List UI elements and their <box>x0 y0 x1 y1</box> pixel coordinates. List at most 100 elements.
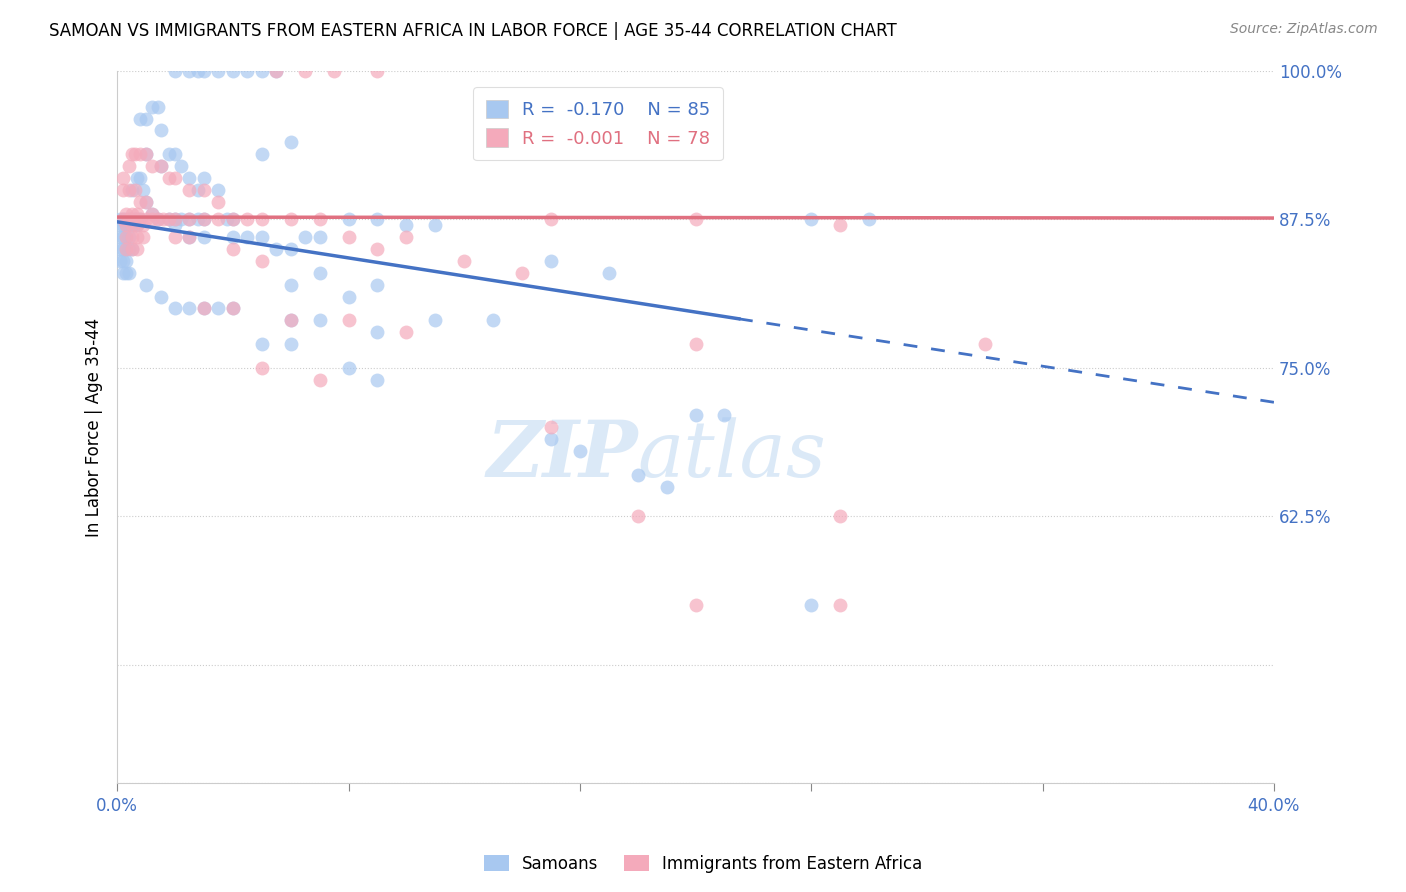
Point <box>149 159 172 173</box>
Point <box>800 212 823 227</box>
Point <box>830 509 852 524</box>
Point <box>111 212 134 227</box>
Point <box>127 242 149 256</box>
Point <box>187 183 209 197</box>
Point <box>598 266 620 280</box>
Point <box>121 206 143 220</box>
Point <box>207 64 229 78</box>
Point <box>118 242 141 256</box>
Point <box>135 147 157 161</box>
Point <box>236 212 259 227</box>
Point <box>222 212 245 227</box>
Point <box>146 212 169 227</box>
Point <box>280 337 302 351</box>
Point <box>118 266 141 280</box>
Point <box>540 254 562 268</box>
Point <box>108 242 131 256</box>
Point <box>627 467 650 482</box>
Point <box>121 230 143 244</box>
Point <box>207 212 229 227</box>
Point <box>135 277 157 292</box>
Point <box>366 373 388 387</box>
Point <box>250 212 273 227</box>
Point <box>115 242 138 256</box>
Point <box>207 194 229 209</box>
Point <box>685 212 707 227</box>
Point <box>250 254 273 268</box>
Point <box>124 212 146 227</box>
Point <box>163 170 186 185</box>
Point <box>280 313 302 327</box>
Point <box>127 219 149 233</box>
Point <box>366 212 388 227</box>
Point <box>127 212 149 227</box>
Point <box>294 64 316 78</box>
Point <box>118 212 141 227</box>
Point <box>127 219 149 233</box>
Point <box>308 373 330 387</box>
Point <box>124 147 146 161</box>
Point <box>115 230 138 244</box>
Point <box>124 212 146 227</box>
Point <box>163 147 186 161</box>
Point <box>146 212 169 227</box>
Point <box>830 219 852 233</box>
Point <box>157 212 180 227</box>
Point <box>366 64 388 78</box>
Point <box>108 254 131 268</box>
Point <box>540 420 562 434</box>
Point <box>127 230 149 244</box>
Point <box>366 242 388 256</box>
Point <box>141 159 163 173</box>
Point <box>179 212 201 227</box>
Point <box>115 206 138 220</box>
Point <box>115 212 138 227</box>
Point <box>141 206 163 220</box>
Point <box>193 64 215 78</box>
Point <box>193 230 215 244</box>
Point <box>163 301 186 316</box>
Point <box>264 64 287 78</box>
Point <box>280 242 302 256</box>
Point <box>111 219 134 233</box>
Point <box>713 409 735 423</box>
Point <box>425 219 447 233</box>
Point <box>141 100 163 114</box>
Point <box>179 170 201 185</box>
Point <box>163 230 186 244</box>
Point <box>830 599 852 613</box>
Point <box>264 242 287 256</box>
Point <box>655 479 678 493</box>
Point <box>170 212 193 227</box>
Point <box>425 313 447 327</box>
Point <box>193 183 215 197</box>
Point <box>264 64 287 78</box>
Point <box>179 301 201 316</box>
Point <box>222 301 245 316</box>
Point <box>250 230 273 244</box>
Point <box>163 219 186 233</box>
Point <box>132 219 155 233</box>
Point <box>135 194 157 209</box>
Point <box>163 64 186 78</box>
Point <box>193 212 215 227</box>
Point <box>111 266 134 280</box>
Point <box>121 147 143 161</box>
Point <box>187 64 209 78</box>
Point <box>308 266 330 280</box>
Point <box>179 230 201 244</box>
Point <box>129 212 152 227</box>
Point <box>115 266 138 280</box>
Point <box>540 432 562 446</box>
Point <box>163 212 186 227</box>
Text: SAMOAN VS IMMIGRANTS FROM EASTERN AFRICA IN LABOR FORCE | AGE 35-44 CORRELATION : SAMOAN VS IMMIGRANTS FROM EASTERN AFRICA… <box>49 22 897 40</box>
Point <box>132 183 155 197</box>
Point <box>280 136 302 150</box>
Point <box>179 64 201 78</box>
Point <box>157 170 180 185</box>
Point <box>280 277 302 292</box>
Point <box>193 170 215 185</box>
Point <box>250 147 273 161</box>
Point <box>685 409 707 423</box>
Point <box>108 219 131 233</box>
